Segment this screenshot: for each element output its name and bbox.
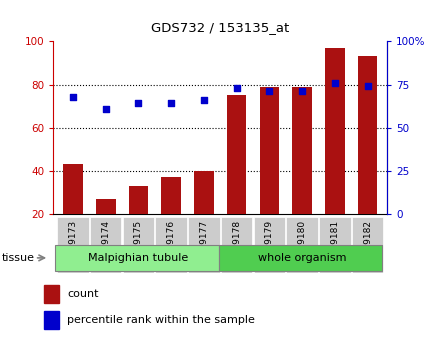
- Text: GSM29175: GSM29175: [134, 220, 143, 269]
- Bar: [162, 177, 181, 214]
- Point: [69, 94, 77, 99]
- FancyBboxPatch shape: [218, 245, 382, 271]
- Point: [299, 89, 306, 94]
- Point: [266, 89, 273, 94]
- Text: GSM29182: GSM29182: [363, 220, 372, 269]
- FancyBboxPatch shape: [319, 217, 351, 273]
- Point: [364, 83, 371, 89]
- FancyBboxPatch shape: [55, 245, 218, 271]
- Text: percentile rank within the sample: percentile rank within the sample: [67, 315, 255, 325]
- Text: GSM29178: GSM29178: [232, 220, 241, 269]
- Text: count: count: [67, 289, 99, 299]
- Text: GSM29181: GSM29181: [330, 220, 339, 269]
- Text: GSM29177: GSM29177: [199, 220, 208, 269]
- Text: GSM29176: GSM29176: [167, 220, 176, 269]
- Bar: [96, 199, 116, 214]
- FancyBboxPatch shape: [254, 217, 285, 273]
- Bar: [325, 48, 344, 214]
- FancyBboxPatch shape: [57, 217, 89, 273]
- Bar: [358, 57, 377, 214]
- Text: tissue: tissue: [2, 253, 35, 263]
- Text: GSM29180: GSM29180: [298, 220, 307, 269]
- Bar: [259, 87, 279, 214]
- FancyBboxPatch shape: [155, 217, 187, 273]
- Point: [331, 80, 338, 86]
- FancyBboxPatch shape: [188, 217, 220, 273]
- Text: GSM29179: GSM29179: [265, 220, 274, 269]
- Bar: [227, 95, 247, 214]
- Bar: [292, 87, 312, 214]
- FancyBboxPatch shape: [287, 217, 318, 273]
- Text: GSM29173: GSM29173: [69, 220, 77, 269]
- Bar: [44, 285, 59, 303]
- Point: [233, 85, 240, 91]
- FancyBboxPatch shape: [90, 217, 121, 273]
- Text: whole organism: whole organism: [258, 253, 346, 263]
- Bar: [194, 171, 214, 214]
- Bar: [129, 186, 148, 214]
- Bar: [63, 164, 83, 214]
- Point: [135, 101, 142, 106]
- Text: GSM29174: GSM29174: [101, 220, 110, 269]
- Point: [200, 97, 207, 103]
- Text: GDS732 / 153135_at: GDS732 / 153135_at: [151, 21, 289, 34]
- FancyBboxPatch shape: [123, 217, 154, 273]
- FancyBboxPatch shape: [221, 217, 252, 273]
- Point: [102, 106, 109, 111]
- Point: [168, 101, 175, 106]
- Bar: [44, 310, 59, 328]
- Text: Malpighian tubule: Malpighian tubule: [89, 253, 189, 263]
- FancyBboxPatch shape: [352, 217, 383, 273]
